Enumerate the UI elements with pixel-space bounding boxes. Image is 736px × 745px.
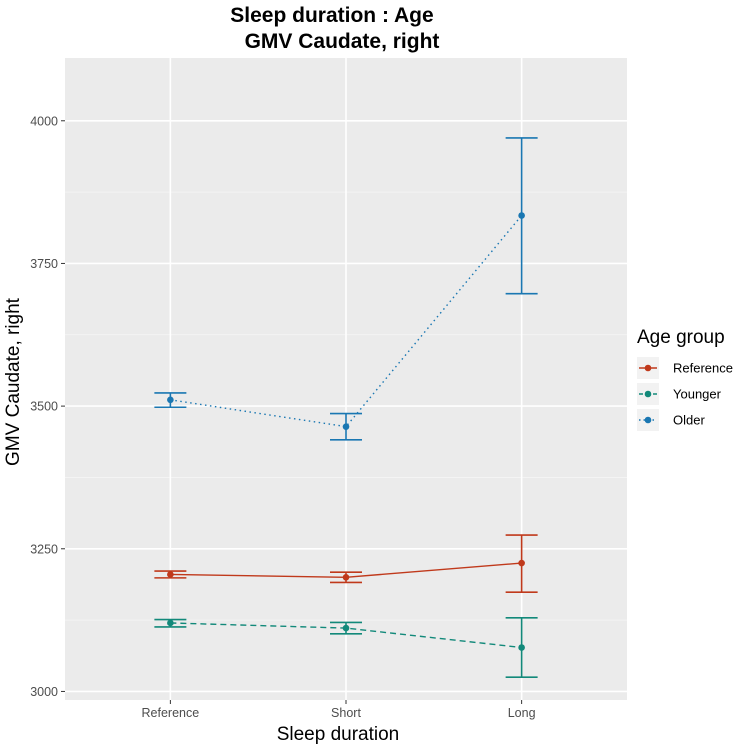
- chart-title: Sleep duration : Age: [230, 4, 433, 27]
- data-point: [342, 423, 350, 430]
- legend-key-point: [644, 364, 652, 372]
- y-axis-title: GMV Caudate, right: [3, 297, 24, 466]
- x-tick-label: Short: [331, 706, 361, 720]
- data-point: [342, 624, 350, 632]
- legend-key-younger: [637, 383, 659, 405]
- y-axis: 3000 3250 3500 3750 4000: [30, 114, 65, 699]
- series-reference: [154, 534, 538, 593]
- chart-subtitle: GMV Caudate, right: [245, 30, 440, 53]
- data-point: [167, 619, 174, 627]
- data-point: [518, 644, 525, 651]
- legend-key-older: [637, 409, 659, 431]
- legend-key-point: [644, 416, 652, 424]
- legend-label: Reference: [673, 361, 733, 376]
- y-tick-label: 3250: [30, 542, 58, 556]
- y-tick-label: 3000: [30, 685, 58, 699]
- data-point: [167, 396, 174, 404]
- y-tick-label: 4000: [30, 114, 58, 128]
- series-line: [170, 215, 523, 428]
- series-older: [154, 137, 538, 441]
- data-point: [342, 574, 350, 581]
- legend-title: Age group: [637, 327, 725, 348]
- legend: Age group Reference Younger Older: [637, 327, 733, 431]
- grid-major: [65, 58, 627, 700]
- data-point: [167, 571, 174, 578]
- legend-label: Older: [673, 413, 705, 428]
- x-tick-label: Reference: [142, 706, 200, 720]
- data-point: [518, 212, 525, 219]
- series-layer: [154, 137, 538, 678]
- legend-key-point: [644, 390, 652, 398]
- x-axis: Reference Short Long: [142, 700, 536, 720]
- legend-key-reference: [637, 357, 659, 379]
- legend-label: Younger: [673, 387, 722, 402]
- y-tick-label: 3750: [30, 257, 58, 271]
- series-younger: [154, 617, 538, 678]
- y-tick-label: 3500: [30, 400, 58, 414]
- x-tick-label: Long: [508, 706, 536, 720]
- x-axis-title: Sleep duration: [277, 724, 400, 745]
- data-point: [518, 559, 525, 567]
